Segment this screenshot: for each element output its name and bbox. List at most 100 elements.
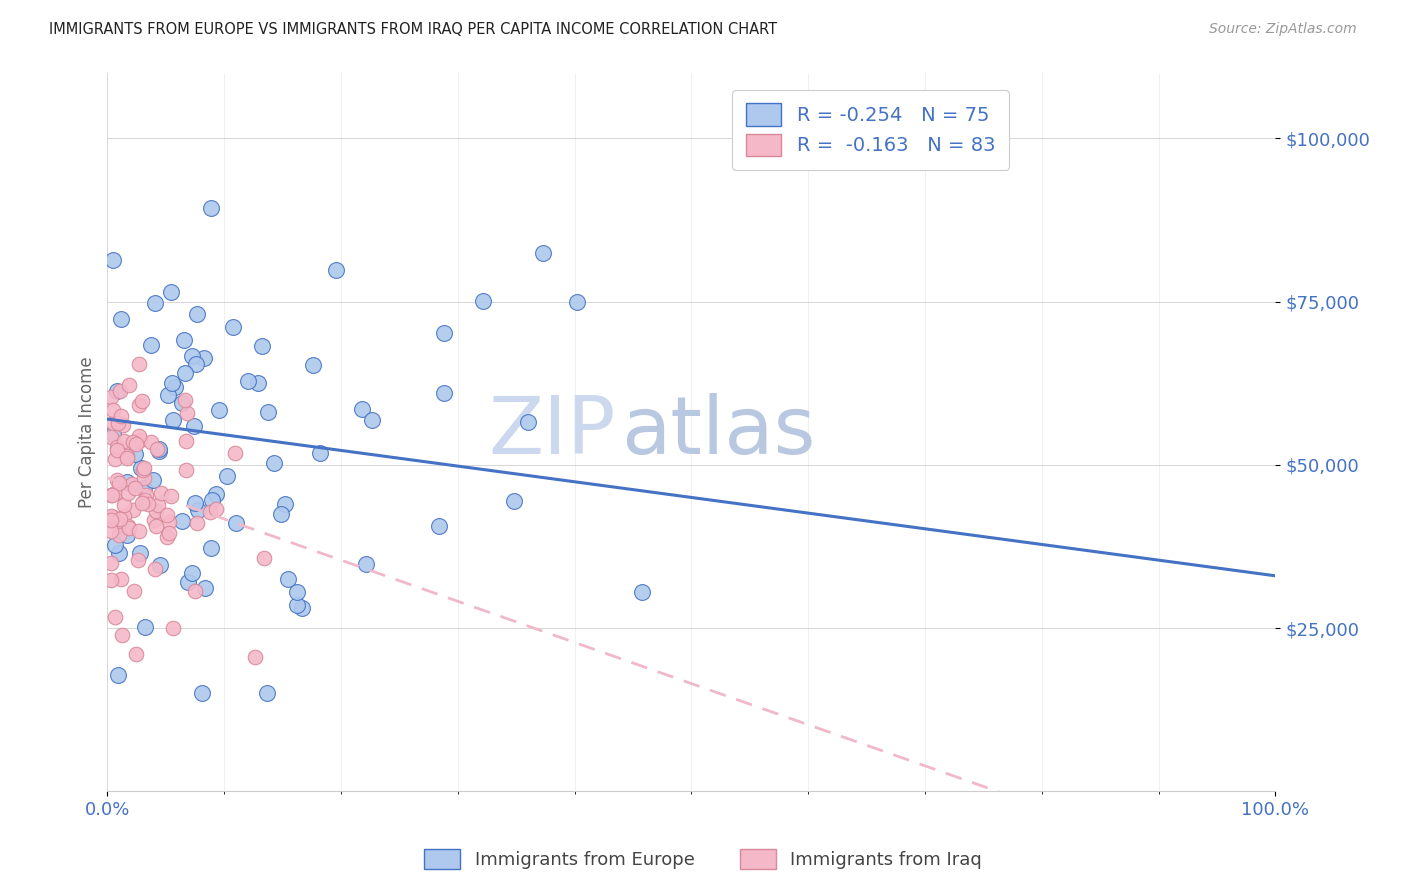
Point xyxy=(112,434,135,449)
Point xyxy=(132,463,155,477)
Point xyxy=(176,463,198,477)
Point xyxy=(105,384,128,398)
Point xyxy=(104,538,127,552)
Point xyxy=(191,686,214,700)
Point xyxy=(162,413,184,427)
Point xyxy=(174,366,197,380)
Point xyxy=(103,426,125,441)
Point xyxy=(145,518,167,533)
Point xyxy=(128,429,150,443)
Point xyxy=(285,598,308,612)
Point xyxy=(208,403,231,417)
Point xyxy=(107,517,129,532)
Point xyxy=(253,551,276,566)
Point xyxy=(471,293,494,308)
Point xyxy=(100,488,122,502)
Point xyxy=(432,326,454,341)
Point xyxy=(118,378,141,392)
Point xyxy=(142,473,165,487)
Point xyxy=(180,349,202,363)
Point xyxy=(128,398,150,412)
Point xyxy=(187,503,209,517)
Point xyxy=(301,358,323,372)
Point xyxy=(132,482,155,496)
Point xyxy=(100,488,122,502)
Point xyxy=(143,296,166,310)
Point xyxy=(100,573,122,587)
Point xyxy=(105,440,128,454)
Point xyxy=(132,461,155,475)
Point xyxy=(256,686,278,700)
Point xyxy=(104,486,127,500)
Point xyxy=(108,528,131,542)
Point xyxy=(170,514,193,528)
Point xyxy=(243,649,266,664)
Point xyxy=(134,471,156,485)
Point xyxy=(118,521,141,535)
Point xyxy=(146,498,169,512)
Point xyxy=(360,412,382,426)
Point xyxy=(101,510,124,524)
Point xyxy=(160,285,183,299)
Point xyxy=(194,581,217,595)
Point xyxy=(257,405,280,419)
Point xyxy=(104,610,127,624)
Point xyxy=(263,456,285,470)
Point xyxy=(128,434,150,448)
Point xyxy=(148,444,170,458)
Point xyxy=(100,513,122,527)
Point xyxy=(110,312,132,326)
Point xyxy=(125,647,148,661)
Point xyxy=(184,583,207,598)
Point xyxy=(200,201,222,215)
Point xyxy=(225,516,247,530)
Point xyxy=(100,524,122,538)
Point xyxy=(145,442,167,457)
Point xyxy=(145,504,167,518)
Point xyxy=(104,451,127,466)
Point xyxy=(172,396,194,410)
Point xyxy=(122,503,145,517)
Point xyxy=(205,502,228,516)
Point xyxy=(134,493,156,508)
Point xyxy=(105,442,128,457)
Point xyxy=(354,557,377,571)
Point xyxy=(121,476,143,491)
Point xyxy=(224,446,246,460)
Point xyxy=(100,557,122,571)
Point xyxy=(131,393,153,408)
Point xyxy=(127,553,149,567)
Text: Source: ZipAtlas.com: Source: ZipAtlas.com xyxy=(1209,22,1357,37)
Point xyxy=(193,351,215,366)
Point xyxy=(200,541,222,556)
Legend: Immigrants from Europe, Immigrants from Iraq: Immigrants from Europe, Immigrants from … xyxy=(415,839,991,879)
Point xyxy=(565,295,588,310)
Point xyxy=(136,497,159,511)
Point xyxy=(198,505,221,519)
Point xyxy=(143,513,166,527)
Point xyxy=(110,511,132,525)
Point xyxy=(176,406,198,420)
Point xyxy=(128,357,150,371)
Point xyxy=(124,447,146,461)
Point xyxy=(291,601,314,615)
Point xyxy=(129,460,152,475)
Point xyxy=(173,334,195,348)
Point xyxy=(162,621,184,635)
Point xyxy=(149,558,172,572)
Point xyxy=(131,496,153,510)
Point xyxy=(200,492,222,507)
Point xyxy=(107,546,129,560)
Point xyxy=(433,386,456,401)
Legend: R = -0.254   N = 75, R =  -0.163   N = 83: R = -0.254 N = 75, R = -0.163 N = 83 xyxy=(733,90,1008,169)
Text: atlas: atlas xyxy=(621,393,815,471)
Point xyxy=(156,530,179,544)
Point xyxy=(117,519,139,533)
Point xyxy=(115,527,138,541)
Point xyxy=(100,430,122,444)
Y-axis label: Per Capita Income: Per Capita Income xyxy=(79,356,96,508)
Point xyxy=(121,434,143,449)
Point xyxy=(270,508,292,522)
Point xyxy=(157,388,180,402)
Point xyxy=(156,508,179,523)
